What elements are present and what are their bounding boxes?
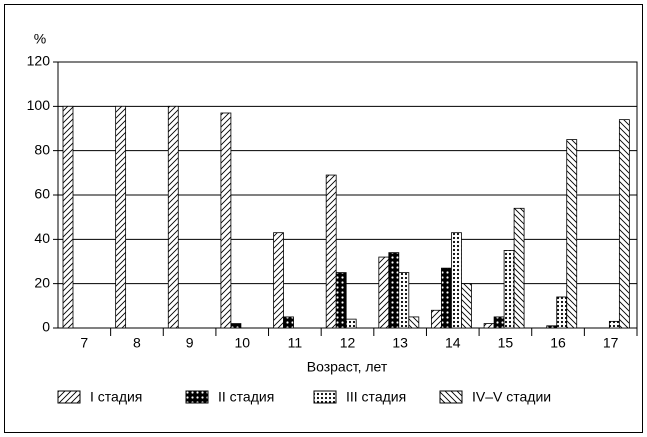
x-tick-label: 12 bbox=[340, 335, 356, 351]
bar bbox=[618, 119, 630, 329]
y-tick-label: 40 bbox=[34, 230, 50, 246]
legend-label: IV–V стадии bbox=[472, 389, 551, 405]
y-tick-label: 100 bbox=[27, 97, 51, 113]
bar bbox=[608, 320, 620, 329]
legend-label: I стадия bbox=[90, 389, 142, 405]
y-tick-label: 120 bbox=[27, 53, 51, 69]
legend-swatch bbox=[185, 390, 209, 404]
y-unit: % bbox=[34, 31, 46, 47]
y-tick-label: 80 bbox=[34, 141, 50, 157]
bar bbox=[167, 105, 179, 329]
legend-swatch bbox=[439, 390, 463, 404]
bar bbox=[566, 139, 578, 329]
bar bbox=[62, 105, 74, 329]
bar bbox=[513, 207, 525, 329]
bar bbox=[283, 316, 294, 329]
bar bbox=[398, 272, 410, 329]
x-tick-label: 14 bbox=[445, 335, 461, 351]
x-tick-label: 17 bbox=[603, 335, 619, 351]
y-tick-label: 0 bbox=[42, 319, 50, 335]
legend-swatch bbox=[57, 390, 81, 404]
x-tick-label: 16 bbox=[550, 335, 566, 351]
y-tick-label: 60 bbox=[34, 186, 50, 202]
bar bbox=[378, 256, 390, 329]
legend-label: III стадия bbox=[346, 389, 406, 405]
bar bbox=[325, 174, 337, 329]
x-tick-label: 11 bbox=[288, 335, 303, 351]
bar bbox=[503, 250, 515, 329]
bar bbox=[408, 316, 420, 329]
bar bbox=[441, 267, 452, 329]
x-tick-label: 10 bbox=[234, 335, 250, 351]
bar bbox=[335, 272, 347, 329]
bar bbox=[345, 318, 357, 329]
bar bbox=[115, 105, 127, 329]
bar bbox=[273, 232, 284, 329]
legend-label: II стадия bbox=[218, 389, 274, 405]
x-axis-title: Возраст, лет bbox=[307, 359, 388, 375]
bar bbox=[220, 112, 232, 329]
x-tick-label: 8 bbox=[133, 335, 141, 351]
x-tick-label: 7 bbox=[80, 335, 88, 351]
bar bbox=[483, 323, 495, 329]
bar bbox=[461, 283, 472, 329]
bar bbox=[230, 323, 242, 329]
frame bbox=[4, 4, 643, 433]
y-tick-label: 20 bbox=[34, 274, 50, 290]
bar bbox=[556, 296, 568, 329]
x-tick-label: 15 bbox=[498, 335, 514, 351]
legend-swatch bbox=[313, 390, 337, 404]
bar bbox=[451, 232, 462, 329]
bar bbox=[431, 309, 442, 329]
bar bbox=[493, 316, 505, 329]
bar bbox=[388, 252, 400, 329]
bar bbox=[546, 325, 558, 329]
x-tick-label: 9 bbox=[186, 335, 194, 351]
x-tick-label: 13 bbox=[392, 335, 408, 351]
